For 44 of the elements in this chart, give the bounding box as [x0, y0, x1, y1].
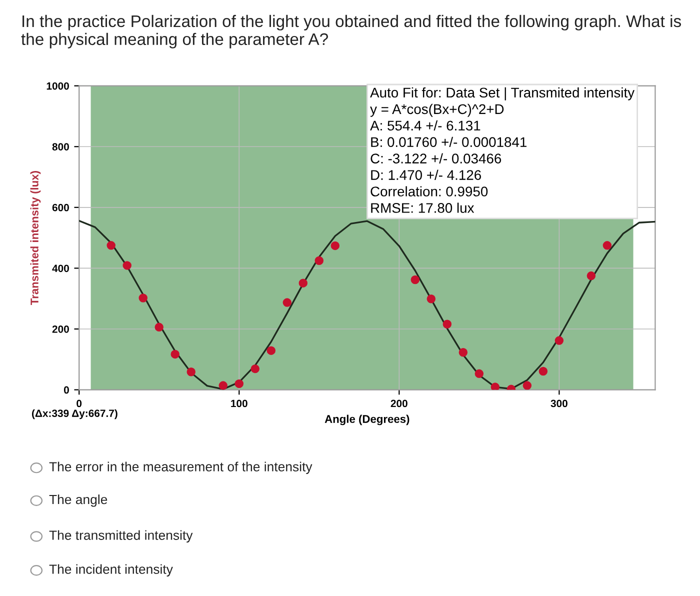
- x-tick-label: 0: [76, 400, 82, 408]
- y-tick-label: 800: [52, 143, 69, 150]
- point: [586, 271, 596, 280]
- point: [522, 381, 532, 390]
- y-axis-title: Transmited intensity (lux): [30, 171, 41, 305]
- point: [186, 367, 196, 376]
- point: [282, 298, 292, 307]
- annotation: Auto Fit for: Data Set | Transmited intensity y = A*cos(Bx+C)^2+D A: 554.4 +/- 6.131 B: 0.01760 +/- 0.0001841 C: -3.122 +/- 0.03466 D: 1.470 +/- 4.126 Correlation: 0.9950 RMSE: 17.80 lux: [370, 87, 635, 213]
- point: [266, 346, 276, 355]
- text: The transmitted intensity: [49, 530, 193, 543]
- chart-title: In the practice Polarization of the light you obtained and fitted the following graph. What is the physical meaning of the parameter A?: [21, 14, 681, 48]
- text: The incident intensity: [49, 564, 173, 577]
- point: [218, 381, 228, 390]
- point: [442, 320, 452, 328]
- y-tick-label: 400: [52, 264, 69, 272]
- point: [138, 294, 148, 302]
- point: [170, 350, 180, 359]
- point: [122, 261, 132, 270]
- x-tick-label: 200: [390, 400, 408, 408]
- point: [490, 382, 500, 390]
- text: (Δx:339 Δy:667.7): [32, 409, 118, 420]
- point: [538, 366, 548, 376]
- point: [458, 348, 468, 357]
- y-tick-label: 600: [52, 204, 69, 212]
- point: [106, 241, 116, 250]
- point: [426, 294, 436, 304]
- y-tick-label: 0: [64, 386, 69, 394]
- x-tick-label: 300: [550, 400, 568, 408]
- x-axis-title: Angle (Degrees): [324, 414, 410, 426]
- point: [298, 278, 308, 288]
- y-tick-label: 200: [52, 325, 69, 333]
- text: The error in the measurement of the intensity: [49, 462, 312, 474]
- text: The angle: [49, 494, 108, 507]
- point: [410, 275, 420, 284]
- point: [330, 241, 340, 250]
- point: [474, 369, 484, 378]
- point: [154, 322, 164, 332]
- point: [314, 256, 324, 265]
- point: [602, 241, 612, 250]
- x-tick-label: 100: [231, 400, 248, 408]
- point: [554, 336, 564, 345]
- y-tick-label: 1000: [46, 82, 69, 90]
- point: [250, 364, 260, 374]
- point: [234, 379, 244, 388]
